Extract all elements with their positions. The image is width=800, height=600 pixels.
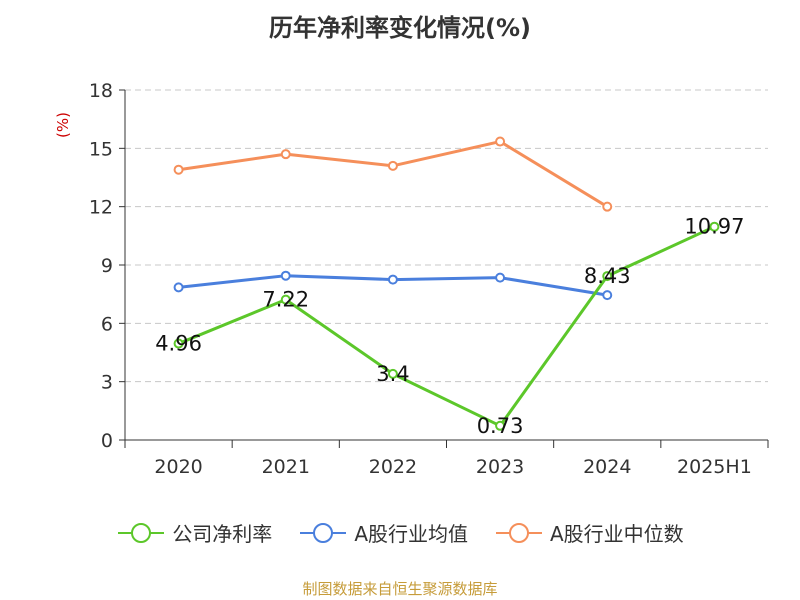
data-point [280, 149, 291, 160]
data-label: 10.97 [684, 215, 744, 239]
legend-label: A股行业中位数 [550, 522, 684, 546]
y-tick-label: 9 [101, 255, 113, 277]
legend-item[interactable]: A股行业中位数 [494, 518, 684, 547]
legend: 公司净利率 A股行业均值 A股行业中位数 [0, 518, 800, 547]
y-tick-label: 15 [89, 138, 113, 160]
legend-item[interactable]: 公司净利率 [116, 518, 272, 547]
legend-marker-icon [496, 522, 542, 543]
legend-label: 公司净利率 [172, 522, 273, 546]
series-line [178, 140, 609, 208]
data-point [387, 368, 398, 379]
axes: 0 3 6 9 12 15 18 2020 2021 2022 2023 2024 2025H1 [89, 80, 769, 478]
data-point [495, 136, 506, 147]
data-point [173, 282, 184, 293]
y-tick-label: 0 [101, 430, 113, 452]
series-line [178, 225, 716, 428]
y-tick-label: 18 [89, 80, 113, 102]
legend-marker-icon [300, 522, 347, 543]
data-point [602, 201, 613, 212]
x-tick-label: 2025H1 [677, 456, 752, 478]
data-point [173, 338, 184, 349]
data-point [709, 221, 720, 232]
legend-marker-icon [118, 522, 165, 543]
data-point [280, 294, 291, 305]
y-tick-label: 12 [89, 197, 113, 219]
grid-lines [125, 89, 768, 383]
data-label: 8.43 [584, 264, 631, 288]
series-lines [173, 136, 720, 431]
data-point [495, 272, 506, 283]
chart-title: 历年净利率变化情况(%) [269, 14, 531, 42]
source-note: 制图数据来自恒生聚源数据库 [302, 580, 498, 598]
data-point [387, 274, 398, 285]
x-tick-label: 2022 [369, 456, 417, 478]
x-tick-label: 2021 [262, 456, 310, 478]
data-label: 0.73 [477, 414, 524, 438]
data-point [495, 420, 506, 431]
legend-item[interactable]: A股行业均值 [298, 518, 468, 547]
data-point [602, 290, 613, 301]
data-label: 3.4 [376, 362, 409, 386]
x-tick-label: 2020 [154, 456, 202, 478]
y-tick-label: 3 [101, 372, 113, 394]
line-chart: 0 3 6 9 12 15 18 2020 2021 2022 2023 2024 2025H1 4.9… [54, 80, 769, 478]
data-point [173, 164, 184, 175]
data-point [602, 271, 613, 282]
data-label: 7.22 [262, 288, 309, 312]
data-point [280, 270, 291, 281]
x-tick-label: 2024 [583, 456, 631, 478]
legend-label: A股行业均值 [354, 522, 468, 546]
y-tick-label: 6 [101, 313, 113, 335]
data-labels: 4.96 7.22 3.4 0.73 8.43 10.97 [155, 215, 744, 438]
y-axis-label: (%) [54, 112, 72, 138]
data-label: 4.96 [155, 332, 202, 356]
data-point [387, 160, 398, 171]
x-tick-label: 2023 [476, 456, 524, 478]
